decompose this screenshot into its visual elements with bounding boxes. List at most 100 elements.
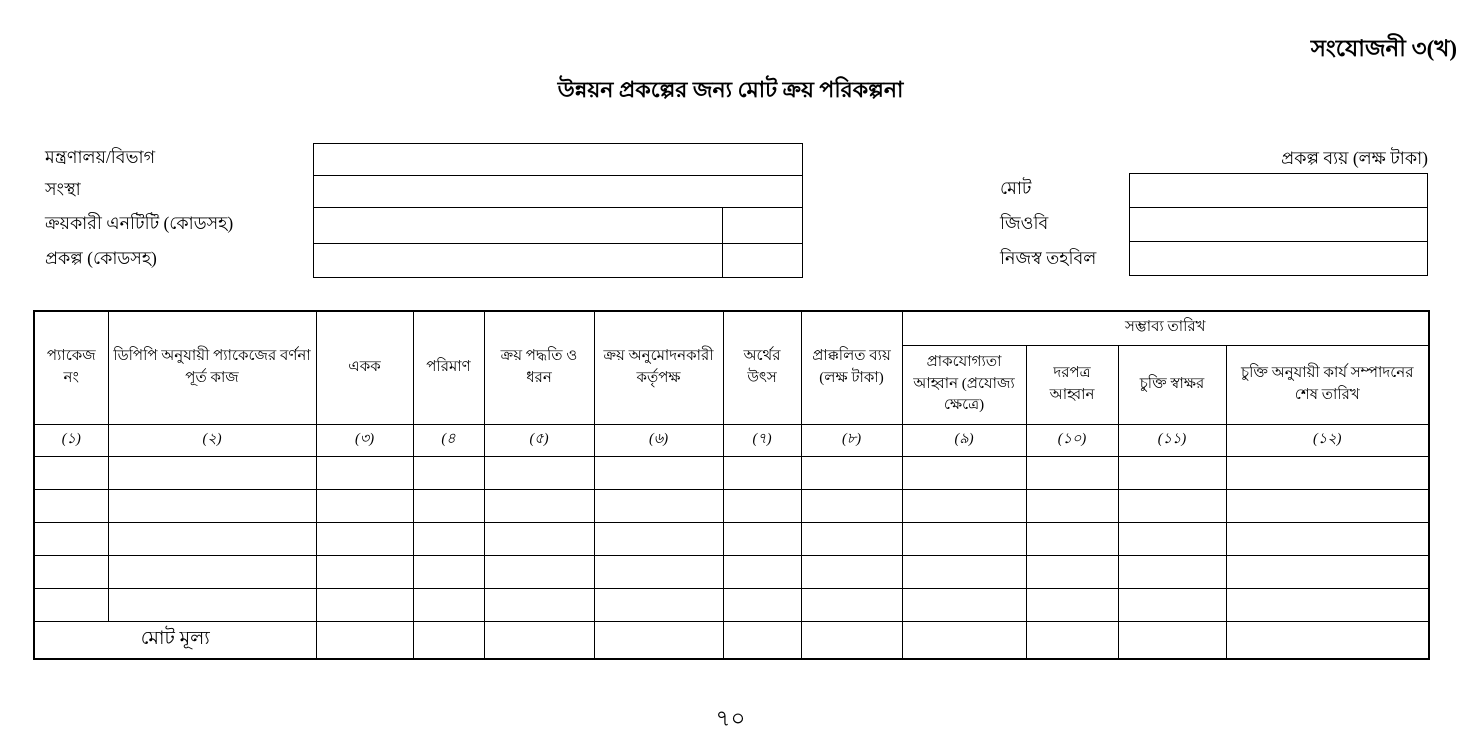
total-cell: [483, 620, 595, 659]
col-number: (৭): [722, 423, 802, 457]
empty-cell: [412, 554, 485, 589]
ministry-division-value-cell: [313, 143, 803, 176]
project-value-cell: [313, 243, 723, 278]
empty-cell: [1117, 488, 1227, 523]
col-number: (৮): [800, 423, 903, 457]
col-number: (৬): [593, 423, 724, 457]
empty-cell: [1025, 554, 1119, 589]
col-header-procurement-method: ক্রয় পদ্ধতি ও ধরন: [483, 310, 595, 425]
agency-value-cell: [313, 175, 803, 208]
col-number: (৪: [412, 423, 485, 457]
empty-cell: [800, 488, 903, 523]
empty-cell: [412, 488, 485, 523]
page-number: ৭০: [715, 706, 746, 731]
empty-cell: [722, 554, 802, 589]
total-cell: [800, 620, 903, 659]
empty-cell: [800, 455, 903, 490]
empty-cell: [800, 587, 903, 622]
empty-cell: [901, 488, 1027, 523]
empty-cell: [33, 488, 109, 523]
empty-cell: [593, 554, 724, 589]
empty-cell: [33, 554, 109, 589]
total-row: মোট মূল্য: [33, 620, 1430, 659]
empty-cell: [722, 488, 802, 523]
gob-cost-value-cell: [1129, 207, 1428, 242]
total-cell: [1025, 620, 1119, 659]
field-label-procuring-entity: ক্রয়কারী এনটিটি (কোডসহ): [45, 212, 234, 233]
empty-cell: [800, 554, 903, 589]
empty-cell: [412, 455, 485, 490]
col-header-approving-authority: ক্রয় অনুমোদনকারী কর্তৃপক্ষ: [593, 310, 724, 425]
procuring-entity-code-cell: [722, 207, 803, 244]
empty-cell: [107, 554, 317, 589]
col-header-unit: একক: [315, 310, 414, 425]
total-cell: [901, 620, 1027, 659]
empty-cell: [593, 521, 724, 556]
col-header-prequalification-invitation: প্রাকযোগ্যতা আহ্বান (প্রযোজ্য ক্ষেত্রে): [901, 344, 1027, 425]
total-cell: [1117, 620, 1227, 659]
procuring-entity-value-cell: [313, 207, 723, 244]
empty-cell: [315, 488, 414, 523]
empty-cell: [1225, 455, 1430, 490]
field-label-project: প্রকল্প (কোডসহ): [45, 247, 157, 268]
empty-cell: [33, 587, 109, 622]
empty-cell: [1025, 521, 1119, 556]
col-header-tender-invitation: দরপত্র আহ্বান: [1025, 344, 1119, 425]
table-row: [33, 587, 1430, 622]
empty-cell: [593, 587, 724, 622]
col-header-package-no: প্যাকেজ নং: [33, 310, 109, 425]
empty-cell: [107, 455, 317, 490]
field-label-gob: জিওবি: [1000, 213, 1049, 233]
empty-cell: [412, 521, 485, 556]
table-row: [33, 488, 1430, 523]
project-code-cell: [722, 243, 803, 278]
empty-cell: [722, 521, 802, 556]
col-header-contract-signing: চুক্তি স্বাক্ষর: [1117, 344, 1227, 425]
column-number-row: (১) (২) (৩) (৪ (৫) (৬) (৭) (৮) (৯) (১০) …: [33, 423, 1430, 457]
empty-cell: [315, 587, 414, 622]
empty-cell: [1225, 587, 1430, 622]
header-row-1: প্যাকেজ নং ডিপিপি অনুযায়ী প্যাকেজের বর্…: [33, 310, 1430, 425]
empty-cell: [1117, 455, 1227, 490]
empty-cell: [1225, 554, 1430, 589]
empty-cell: [1117, 587, 1227, 622]
col-header-package-description: ডিপিপি অনুযায়ী প্যাকেজের বর্ণনা পূর্ত ক…: [107, 310, 317, 425]
empty-cell: [483, 554, 595, 589]
empty-cell: [412, 587, 485, 622]
empty-cell: [315, 521, 414, 556]
empty-cell: [483, 587, 595, 622]
empty-cell: [1025, 488, 1119, 523]
empty-cell: [722, 455, 802, 490]
total-cost-value-cell: [1129, 173, 1428, 208]
left-form-box: [313, 143, 803, 278]
empty-cell: [483, 521, 595, 556]
field-label-agency: সংস্থা: [45, 178, 81, 199]
empty-cell: [33, 521, 109, 556]
own-fund-value-cell: [1129, 241, 1428, 276]
col-number: (৩): [315, 423, 414, 457]
total-cell: [722, 620, 802, 659]
empty-cell: [107, 587, 317, 622]
empty-cell: [107, 521, 317, 556]
empty-cell: [901, 455, 1027, 490]
empty-cell: [593, 455, 724, 490]
col-number: (১১): [1117, 423, 1227, 457]
empty-cell: [1225, 488, 1430, 523]
total-cell: [412, 620, 485, 659]
project-cost-header: প্রকল্প ব্যয় (লক্ষ টাকা): [1281, 148, 1428, 168]
col-header-estimated-cost: প্রাক্কলিত ব্যয় (লক্ষ টাকা): [800, 310, 903, 425]
col-number: (১২): [1225, 423, 1430, 457]
col-number: (১): [33, 423, 109, 457]
col-number: (২): [107, 423, 317, 457]
field-label-total: মোট: [1000, 178, 1032, 198]
col-header-quantity: পরিমাণ: [412, 310, 485, 425]
empty-cell: [1025, 587, 1119, 622]
col-group-probable-dates: সম্ভাব্য তারিখ: [901, 310, 1430, 346]
empty-cell: [1117, 554, 1227, 589]
empty-cell: [722, 587, 802, 622]
empty-cell: [107, 488, 317, 523]
empty-cell: [483, 455, 595, 490]
empty-cell: [483, 488, 595, 523]
table-row: [33, 521, 1430, 556]
